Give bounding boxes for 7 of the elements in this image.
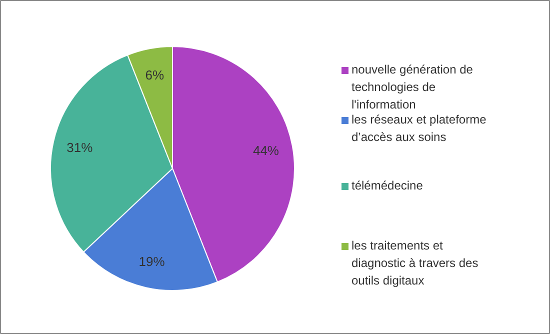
legend-label: les réseaux et plateforme d’accès aux soins	[352, 112, 487, 144]
data-label: 19%	[138, 254, 166, 269]
legend-label: les traitements et diagnostic à travers des outils digitaux	[352, 238, 478, 288]
legend-label: télémédecine	[352, 178, 424, 192]
data-label: 44%	[252, 143, 280, 158]
data-label: 31%	[66, 140, 94, 156]
data-label: 6%	[145, 68, 165, 83]
